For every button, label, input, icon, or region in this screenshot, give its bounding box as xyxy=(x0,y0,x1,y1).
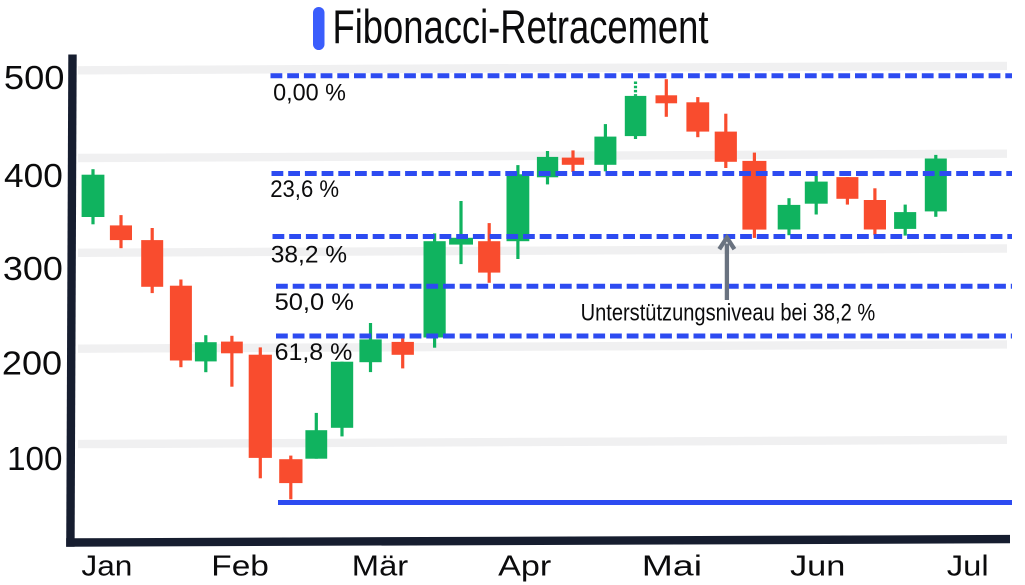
svg-text:0,00 %: 0,00 % xyxy=(273,80,346,107)
svg-text:400: 400 xyxy=(4,158,63,195)
svg-text:Feb: Feb xyxy=(211,551,269,583)
svg-text:23,6 %: 23,6 % xyxy=(270,176,339,203)
svg-text:500: 500 xyxy=(4,60,65,97)
svg-text:300: 300 xyxy=(3,251,63,288)
svg-text:Unterstützungsniveau bei 38,2: Unterstützungsniveau bei 38,2 % xyxy=(581,300,876,327)
svg-text:61,8 %: 61,8 % xyxy=(275,339,353,366)
svg-text:Jan: Jan xyxy=(81,551,132,583)
svg-text:100: 100 xyxy=(7,441,62,478)
svg-text:Jun: Jun xyxy=(790,551,845,583)
svg-text:200: 200 xyxy=(2,345,62,382)
svg-text:Mär: Mär xyxy=(352,551,409,583)
svg-text:Fibonacci-Retracement: Fibonacci-Retracement xyxy=(333,0,709,53)
svg-text:50,0 %: 50,0 % xyxy=(275,289,354,316)
svg-text:Jul: Jul xyxy=(947,551,989,583)
svg-text:Apr: Apr xyxy=(498,551,551,583)
svg-text:38,2 %: 38,2 % xyxy=(271,241,347,268)
svg-text:Mai: Mai xyxy=(642,551,702,583)
